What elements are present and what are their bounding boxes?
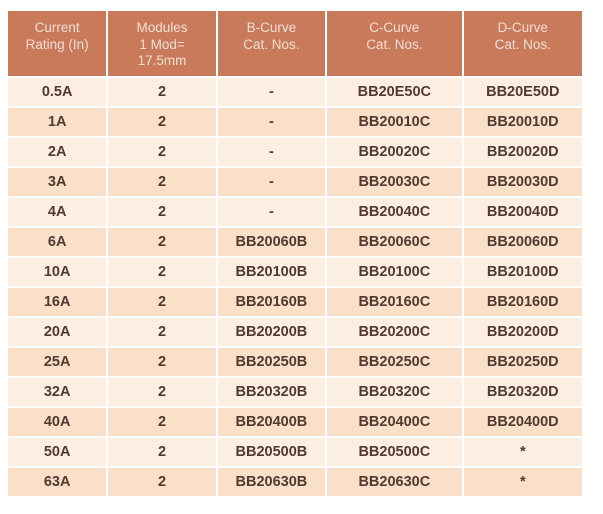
catalog-table: Current Rating (In) Modules 1 Mod= 17.5m… xyxy=(6,9,584,498)
table-cell: BB20E50C xyxy=(327,78,462,106)
table-cell: - xyxy=(217,138,326,166)
table-cell: 2 xyxy=(108,348,216,376)
table-row: 2A 2- BB20020C BB20020D xyxy=(8,138,582,166)
table-cell: 16A xyxy=(8,288,107,316)
table-cell: BB20100B xyxy=(217,258,326,286)
table-cell: - xyxy=(217,78,326,106)
table-cell: 2 xyxy=(108,378,216,406)
table-cell: BB20250C xyxy=(327,348,462,376)
table-cell: BB20010D xyxy=(463,108,582,136)
table-cell: BB20630C xyxy=(327,468,462,496)
table-cell: BB20E50D xyxy=(463,78,582,106)
header-c-curve: C-Curve Cat. Nos. xyxy=(327,11,462,76)
table-cell: BB20320B xyxy=(217,378,326,406)
table-cell: 2 xyxy=(108,288,216,316)
table-cell: 2A xyxy=(8,138,107,166)
table-cell: BB20030D xyxy=(463,168,582,196)
table-row: 63A 2 BB20630B BB20630C * xyxy=(8,468,582,496)
table-cell: BB20100C xyxy=(327,258,462,286)
table-row: 4A 2- BB20040C BB20040D xyxy=(8,198,582,226)
table-row: 50A 2 BB20500B BB20500C * xyxy=(8,438,582,466)
table-cell: BB20630B xyxy=(217,468,326,496)
table-cell: * xyxy=(463,468,582,496)
table-row: 32A 2 BB20320B BB20320C BB20320D xyxy=(8,378,582,406)
table-cell: 2 xyxy=(108,108,216,136)
table-cell: 2 xyxy=(108,408,216,436)
table-cell: - xyxy=(217,198,326,226)
table-cell: BB20040C xyxy=(327,198,462,226)
header-b-curve: B-Curve Cat. Nos. xyxy=(217,11,326,76)
table-cell: 63A xyxy=(8,468,107,496)
table-cell: BB20200C xyxy=(327,318,462,346)
table-cell: 20A xyxy=(8,318,107,346)
table-cell: 4A xyxy=(8,198,107,226)
table-row: 40A 2 BB20400B BB20400C BB20400D xyxy=(8,408,582,436)
table-cell: 2 xyxy=(108,138,216,166)
table-cell: 10A xyxy=(8,258,107,286)
table-cell: 2 xyxy=(108,438,216,466)
table-cell: BB20200D xyxy=(463,318,582,346)
table-cell: 6A xyxy=(8,228,107,256)
table-cell: 25A xyxy=(8,348,107,376)
table-header: Current Rating (In) Modules 1 Mod= 17.5m… xyxy=(8,11,582,76)
table-row: 3A 2- BB20030C BB20030D xyxy=(8,168,582,196)
table-row: 10A 2 BB20100B BB20100C BB20100D xyxy=(8,258,582,286)
table-cell: BB20320D xyxy=(463,378,582,406)
table-cell: BB20160D xyxy=(463,288,582,316)
table-cell: 32A xyxy=(8,378,107,406)
table-cell: BB20200B xyxy=(217,318,326,346)
header-row: Current Rating (In) Modules 1 Mod= 17.5m… xyxy=(8,11,582,76)
table-cell: BB20400D xyxy=(463,408,582,436)
table-body: 0.5A 2- BB20E50C BB20E50D 1A 2- BB20010C BB2001… xyxy=(8,78,582,496)
table-cell: BB20250B xyxy=(217,348,326,376)
table-cell: BB20060D xyxy=(463,228,582,256)
table-cell: 1A xyxy=(8,108,107,136)
table-cell: BB20060B xyxy=(217,228,326,256)
table-cell: 3A xyxy=(8,168,107,196)
table-cell: BB20160C xyxy=(327,288,462,316)
table-row: 0.5A 2- BB20E50C BB20E50D xyxy=(8,78,582,106)
header-modules: Modules 1 Mod= 17.5mm xyxy=(108,11,216,76)
table-cell: - xyxy=(217,168,326,196)
table-row: 25A 2 BB20250B BB20250C BB20250D xyxy=(8,348,582,376)
table-cell: 0.5A xyxy=(8,78,107,106)
table-cell: 50A xyxy=(8,438,107,466)
table-cell: BB20250D xyxy=(463,348,582,376)
table-cell: BB20010C xyxy=(327,108,462,136)
table-row: 1A 2- BB20010C BB20010D xyxy=(8,108,582,136)
table-cell: BB20500B xyxy=(217,438,326,466)
catalog-table-container: Current Rating (In) Modules 1 Mod= 17.5m… xyxy=(6,9,584,498)
header-current-rating: Current Rating (In) xyxy=(8,11,107,76)
table-cell: 2 xyxy=(108,228,216,256)
table-cell: 2 xyxy=(108,78,216,106)
table-cell: BB20040D xyxy=(463,198,582,226)
table-cell: BB20020C xyxy=(327,138,462,166)
table-cell: 2 xyxy=(108,318,216,346)
table-cell: 40A xyxy=(8,408,107,436)
table-row: 16A 2 BB20160B BB20160C BB20160D xyxy=(8,288,582,316)
table-cell: 2 xyxy=(108,468,216,496)
table-row: 20A 2 BB20200B BB20200C BB20200D xyxy=(8,318,582,346)
table-cell: 2 xyxy=(108,168,216,196)
table-cell: 2 xyxy=(108,258,216,286)
table-cell: BB20500C xyxy=(327,438,462,466)
table-cell: BB20030C xyxy=(327,168,462,196)
table-cell: BB20400B xyxy=(217,408,326,436)
table-cell: BB20100D xyxy=(463,258,582,286)
table-cell: - xyxy=(217,108,326,136)
header-d-curve: D-Curve Cat. Nos. xyxy=(463,11,582,76)
table-cell: 2 xyxy=(108,198,216,226)
table-cell: BB20400C xyxy=(327,408,462,436)
table-cell: BB20020D xyxy=(463,138,582,166)
table-cell: BB20060C xyxy=(327,228,462,256)
table-row: 6A 2 BB20060B BB20060C BB20060D xyxy=(8,228,582,256)
table-cell: * xyxy=(463,438,582,466)
table-cell: BB20320C xyxy=(327,378,462,406)
table-cell: BB20160B xyxy=(217,288,326,316)
